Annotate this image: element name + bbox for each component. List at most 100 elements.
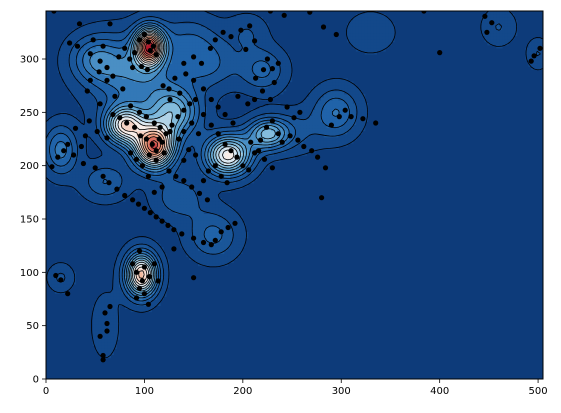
- density-fill-cell: [151, 164, 155, 168]
- density-fill-cell: [224, 216, 228, 221]
- density-fill-cell: [200, 210, 205, 214]
- density-fill-cell: [113, 274, 117, 279]
- density-fill-cell: [142, 118, 146, 122]
- density-fill-cell: [124, 244, 129, 248]
- density-fill-cell: [98, 161, 103, 165]
- density-fill-cell: [142, 299, 146, 303]
- density-fill-cell: [133, 293, 138, 297]
- density-fill-cell: [145, 93, 149, 98]
- density-fill-cell: [285, 118, 290, 122]
- density-fill-cell: [151, 109, 155, 113]
- density-fill-cell: [136, 170, 141, 175]
- density-fill-cell: [162, 259, 167, 264]
- density-fill-cell: [244, 176, 249, 181]
- density-fill-cell: [250, 142, 255, 147]
- density-fill-cell: [320, 90, 325, 95]
- density-fill-cell: [195, 173, 199, 178]
- density-fill-cell: [57, 274, 62, 279]
- density-fill-cell: [107, 84, 111, 89]
- density-fill-cell: [200, 93, 205, 98]
- density-fill-cell: [259, 57, 263, 61]
- density-fill-cell: [230, 136, 234, 141]
- density-fill-cell: [145, 256, 149, 260]
- density-fill-cell: [183, 198, 187, 202]
- density-fill-cell: [107, 103, 111, 107]
- density-fill-cell: [227, 259, 231, 264]
- density-fill-cell: [317, 84, 322, 89]
- density-fill-cell: [104, 130, 108, 135]
- density-fill-cell: [265, 81, 269, 86]
- density-fill-cell: [98, 348, 103, 352]
- density-fill-cell: [192, 90, 196, 95]
- density-fill-cell: [352, 118, 357, 122]
- density-fill-cell: [282, 145, 287, 150]
- density-fill-cell: [306, 124, 310, 129]
- density-fill-cell: [122, 170, 126, 175]
- density-fill-cell: [329, 145, 334, 150]
- density-fill-cell: [95, 121, 100, 126]
- density-fill-cell: [233, 170, 237, 175]
- density-fill-cell: [162, 75, 167, 80]
- density-fill-cell: [162, 204, 167, 208]
- density-fill-cell: [250, 118, 255, 122]
- density-fill-cell: [174, 66, 179, 70]
- density-fill-cell: [151, 182, 155, 187]
- density-fill-cell: [180, 173, 184, 178]
- density-fill-cell: [60, 287, 65, 291]
- density-fill-cell: [206, 90, 211, 95]
- density-fill-cell: [309, 115, 313, 119]
- density-fill-cell: [98, 329, 103, 334]
- density-fill-cell: [332, 84, 337, 89]
- density-fill-cell: [89, 158, 94, 162]
- density-fill-cell: [136, 280, 141, 285]
- density-fill-cell: [329, 133, 334, 138]
- density-fill-cell: [323, 81, 328, 86]
- density-fill-cell: [86, 106, 91, 110]
- density-fill-cell: [81, 90, 85, 95]
- density-fill-cell: [154, 195, 158, 199]
- density-fill-cell: [136, 308, 141, 313]
- density-fill-cell: [241, 167, 246, 172]
- density-fill-cell: [203, 170, 208, 175]
- density-fill-cell: [174, 106, 179, 110]
- density-fill-cell: [72, 136, 76, 141]
- density-fill-cell: [119, 179, 123, 184]
- density-fill-cell: [116, 72, 120, 76]
- density-fill-cell: [116, 81, 120, 86]
- density-fill-cell: [171, 115, 176, 119]
- density-fill-cell: [113, 118, 117, 122]
- density-fill-cell: [157, 139, 161, 144]
- density-fill-cell: [189, 176, 193, 181]
- density-fill-cell: [253, 93, 258, 98]
- density-fill-cell: [124, 173, 129, 178]
- density-fill-cell: [148, 244, 152, 248]
- density-fill-cell: [276, 84, 281, 89]
- density-fill-cell: [171, 216, 176, 221]
- density-fill-cell: [142, 106, 146, 110]
- density-fill-cell: [531, 57, 535, 61]
- density-fill-cell: [154, 112, 158, 116]
- density-fill-cell: [212, 115, 217, 119]
- density-fill-cell: [259, 124, 263, 129]
- density-fill-cell: [142, 247, 146, 251]
- density-fill-cell: [212, 72, 217, 76]
- density-fill-cell: [183, 210, 187, 214]
- density-fill-cell: [350, 93, 354, 98]
- density-fill-cell: [145, 75, 149, 80]
- density-fill-cell: [101, 323, 106, 328]
- density-fill-cell: [236, 72, 240, 76]
- density-fill-cell: [142, 96, 146, 101]
- density-fill-cell: [160, 253, 164, 257]
- density-fill-cell: [51, 161, 56, 165]
- density-fill-cell: [104, 173, 108, 178]
- density-fill-cell: [98, 182, 103, 187]
- density-fill-cell: [142, 287, 146, 291]
- density-fill-cell: [320, 139, 325, 144]
- density-fill-cell: [69, 57, 73, 61]
- density-fill-cell: [113, 302, 117, 306]
- density-fill-cell: [157, 112, 161, 116]
- density-fill-cell: [145, 244, 149, 248]
- density-fill-cell: [119, 253, 123, 257]
- density-fill-cell: [157, 75, 161, 80]
- density-fill-cell: [352, 136, 357, 141]
